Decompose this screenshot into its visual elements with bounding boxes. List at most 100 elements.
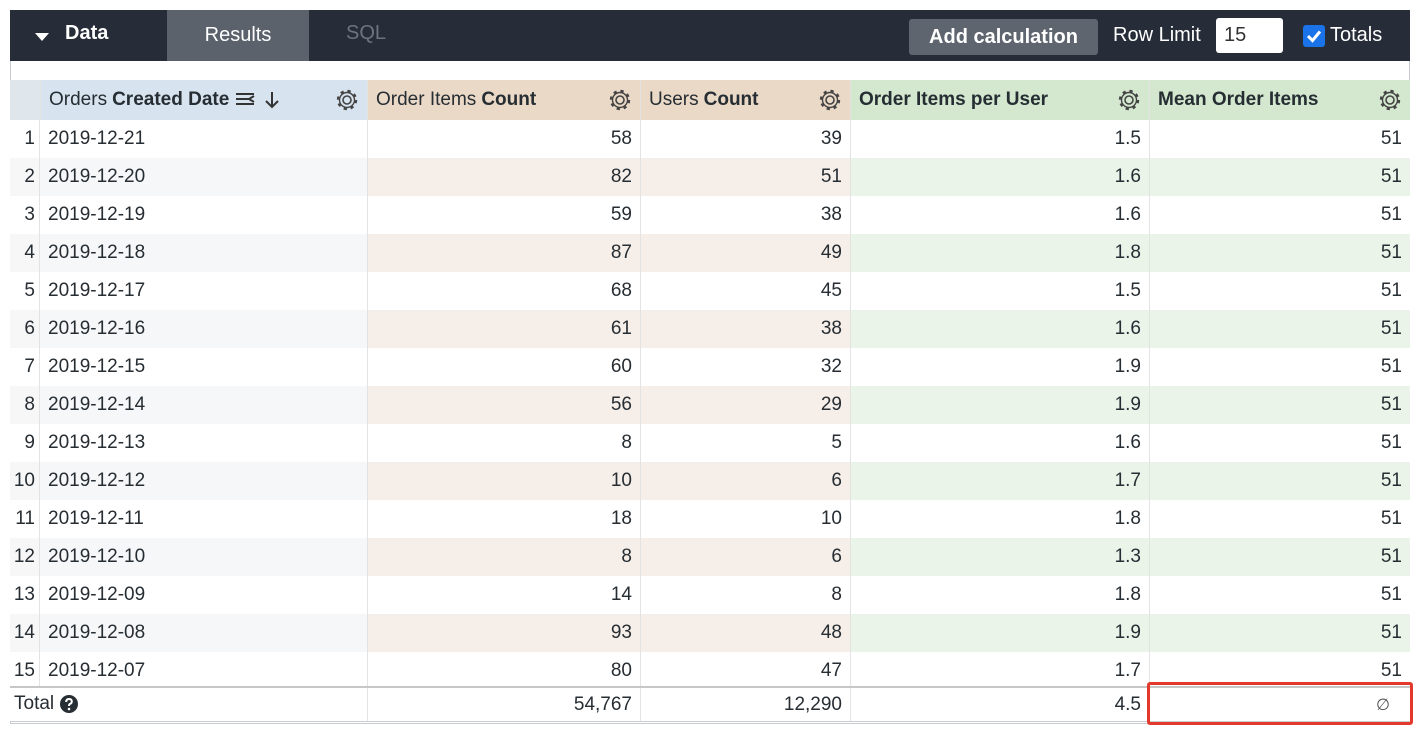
gear-icon[interactable] [1378, 88, 1402, 117]
totals-text: Total [14, 693, 55, 714]
table-cell: 39 [640, 120, 850, 158]
table-cell: 10 [367, 462, 640, 500]
totals-cell: 54,767 [367, 688, 640, 721]
table-cell: 51 [640, 158, 850, 196]
totals-row-border [10, 686, 1410, 722]
totals-label: Totals [1330, 24, 1383, 46]
table-cell: 61 [367, 310, 640, 348]
table-cell: 51 [1149, 538, 1410, 576]
table-cell: 2019-12-17 [40, 272, 367, 310]
row-number: 3 [10, 196, 40, 234]
caret-icon[interactable] [35, 30, 49, 48]
header-field: Order Items per User [859, 89, 1049, 110]
table-cell: 1.9 [850, 348, 1149, 386]
table-cell: 51 [1149, 196, 1410, 234]
table-cell: 2019-12-08 [40, 614, 367, 652]
table-cell: 93 [367, 614, 640, 652]
table-cell: 8 [367, 424, 640, 462]
table-cell: 51 [1149, 158, 1410, 196]
table-cell: 1.8 [850, 500, 1149, 538]
add-calculation-button[interactable]: Add calculation [909, 19, 1098, 55]
totals-checkbox[interactable] [1303, 25, 1325, 52]
table-cell: 51 [1149, 272, 1410, 310]
table-cell: 87 [367, 234, 640, 272]
table-cell: 2019-12-21 [40, 120, 367, 158]
gear-icon[interactable] [335, 88, 359, 117]
table-cell: 18 [367, 500, 640, 538]
help-icon[interactable] [60, 695, 79, 713]
table-cell: 51 [1149, 348, 1410, 386]
table-cell: 56 [367, 386, 640, 424]
table-cell: 1.5 [850, 120, 1149, 158]
table-cell: 1.7 [850, 462, 1149, 500]
table-cell: 68 [367, 272, 640, 310]
header-view: Order Items [376, 89, 477, 110]
table-cell: 1.6 [850, 158, 1149, 196]
row-number: 11 [10, 500, 40, 538]
tab-sql[interactable]: SQL [346, 22, 387, 44]
table-cell: 2019-12-07 [40, 652, 367, 690]
column-header[interactable]: Orders Created Date [40, 80, 367, 120]
gear-icon[interactable] [818, 88, 842, 117]
table-cell: 29 [640, 386, 850, 424]
row-number: 6 [10, 310, 40, 348]
table-cell: 47 [640, 652, 850, 690]
table-cell: 51 [1149, 500, 1410, 538]
table-cell: 38 [640, 196, 850, 234]
row-number: 2 [10, 158, 40, 196]
highlight-box [1147, 682, 1413, 725]
table-cell: 6 [640, 538, 850, 576]
table-cell: 2019-12-20 [40, 158, 367, 196]
table-cell: 82 [367, 158, 640, 196]
table-cell: 51 [1149, 614, 1410, 652]
column-header[interactable]: Order Items per User [850, 80, 1149, 120]
row-number: 12 [10, 538, 40, 576]
table-cell: 5 [640, 424, 850, 462]
gear-icon[interactable] [1117, 88, 1141, 117]
table-cell: 1.9 [850, 386, 1149, 424]
table-cell: 59 [367, 196, 640, 234]
row-number: 1 [10, 120, 40, 158]
sort-icon[interactable] [235, 90, 281, 110]
table-cell: 32 [640, 348, 850, 386]
table-cell: 1.5 [850, 272, 1149, 310]
table-cell: 80 [367, 652, 640, 690]
gear-icon[interactable] [608, 88, 632, 117]
row-limit-label: Row Limit [1113, 24, 1201, 46]
row-number: 8 [10, 386, 40, 424]
column-header[interactable]: Users Count [640, 80, 850, 120]
row-number: 13 [10, 576, 40, 614]
table-cell: 58 [367, 120, 640, 158]
table-cell: 51 [1149, 424, 1410, 462]
totals-cell: 12,290 [640, 688, 850, 721]
column-header[interactable]: Mean Order Items [1149, 80, 1410, 120]
table-cell: 1.6 [850, 310, 1149, 348]
header-field: Count [481, 89, 537, 110]
row-number: 10 [10, 462, 40, 500]
tab-data[interactable]: Data [65, 22, 109, 44]
table-cell: 1.3 [850, 538, 1149, 576]
table-cell: 1.6 [850, 424, 1149, 462]
table-cell: 1.9 [850, 614, 1149, 652]
table-cell: 51 [1149, 120, 1410, 158]
row-number: 4 [10, 234, 40, 272]
totals-label: Total [10, 686, 367, 722]
table-cell: 51 [1149, 576, 1410, 614]
table-cell: 51 [1149, 310, 1410, 348]
table-cell: 2019-12-14 [40, 386, 367, 424]
column-header[interactable]: Order Items Count [367, 80, 640, 120]
row-limit-input[interactable]: 15 [1216, 18, 1283, 53]
table-cell: 8 [367, 538, 640, 576]
table-cell: 10 [640, 500, 850, 538]
table-cell: 2019-12-18 [40, 234, 367, 272]
table-cell: 2019-12-19 [40, 196, 367, 234]
row-number: 7 [10, 348, 40, 386]
table-cell: 1.8 [850, 576, 1149, 614]
table-cell: 48 [640, 614, 850, 652]
tab-results[interactable]: Results [167, 10, 309, 61]
table-cell: 1.6 [850, 196, 1149, 234]
table-cell: 2019-12-16 [40, 310, 367, 348]
table-cell: 1.8 [850, 234, 1149, 272]
row-number: 9 [10, 424, 40, 462]
